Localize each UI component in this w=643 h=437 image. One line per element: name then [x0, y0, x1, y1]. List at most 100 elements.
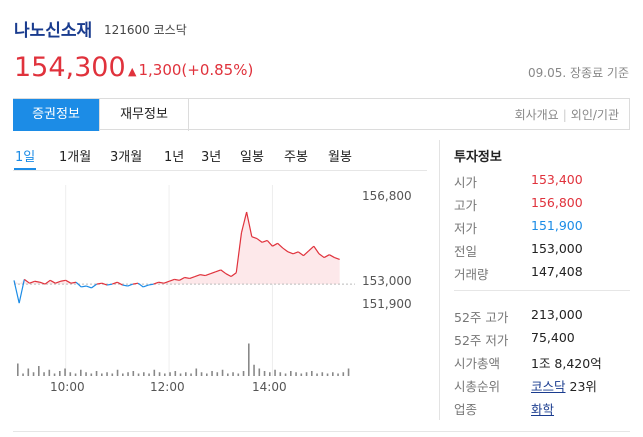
price-segment — [220, 269, 227, 275]
current-price: 154,300 — [14, 52, 126, 83]
volume-bar — [311, 371, 313, 376]
volume-bar — [101, 373, 103, 376]
price-segment — [34, 280, 40, 283]
volume-bar — [95, 371, 98, 376]
tab-securities-info[interactable]: 증권정보 — [13, 99, 99, 131]
info-value: 153,400 — [531, 172, 583, 187]
info-value: 153,000 — [531, 241, 583, 256]
volume-bar — [185, 372, 187, 376]
y-tick-prev: 153,000 — [362, 274, 412, 288]
price-segment — [96, 282, 102, 285]
price-segment — [122, 284, 128, 287]
x-tick-12: 12:00 — [150, 380, 185, 394]
volume-bar — [300, 373, 303, 376]
info-label: 전일 — [454, 244, 478, 259]
price-segment — [189, 275, 196, 279]
info-label: 52주 저가 — [454, 333, 509, 348]
price-segment — [230, 272, 237, 278]
period-3m[interactable]: 3개월 — [110, 150, 143, 165]
stock-name[interactable]: 나노신소재 — [14, 21, 93, 41]
volume-bar — [148, 373, 150, 376]
price-segment — [101, 282, 108, 286]
price-segment — [44, 279, 51, 285]
volume-bar — [221, 369, 224, 376]
panel-divider — [439, 140, 440, 420]
volume-bar — [190, 373, 192, 376]
price-segment — [225, 273, 232, 278]
price-segment — [60, 279, 66, 282]
market-link[interactable]: 코스닥 — [531, 379, 566, 394]
period-3y[interactable]: 3년 — [201, 150, 222, 165]
price-segment — [318, 253, 325, 259]
volume-bar — [59, 371, 61, 376]
volume-bar — [269, 372, 271, 376]
price-segment — [272, 242, 278, 247]
info-label: 거래량 — [454, 267, 489, 282]
info-row-high: 고가 156,800 — [454, 195, 634, 215]
volume-bar — [253, 364, 255, 376]
info-row-open: 시가 153,400 — [454, 172, 634, 192]
volume-bar — [284, 373, 287, 376]
price-area-fill — [14, 212, 340, 285]
volume-bar — [332, 372, 334, 376]
volume-bar — [227, 373, 229, 376]
foreign-institution-link[interactable]: 외인/기관 — [570, 108, 619, 122]
info-row-52w-high: 52주 고가 213,000 — [454, 307, 634, 327]
price-segment — [235, 232, 243, 273]
price-segment — [148, 283, 154, 286]
volume-bar — [263, 371, 266, 376]
price-segment — [256, 238, 263, 243]
price-change: ▲ 1,300(+0.85%) — [128, 61, 253, 79]
volume-bar — [80, 369, 82, 376]
info-divider — [454, 290, 630, 291]
period-monthly-candle[interactable]: 월봉 — [328, 150, 352, 165]
price-segment — [70, 281, 77, 284]
volume-bar — [38, 366, 40, 376]
info-label: 52주 고가 — [454, 310, 509, 325]
tab-bar: 증권정보 재무정보 회사개요 | 외인/기관 — [13, 98, 630, 131]
price-segment — [210, 271, 216, 275]
price-segment — [184, 276, 190, 280]
company-overview-link[interactable]: 회사개요 — [514, 108, 559, 122]
volume-bar — [122, 373, 124, 376]
volume-bar — [43, 372, 45, 376]
investment-info-title: 투자정보 — [454, 150, 502, 165]
price-segment — [308, 245, 315, 252]
price-segment — [168, 278, 175, 282]
period-1m[interactable]: 1개월 — [59, 150, 92, 165]
volume-bar — [179, 373, 182, 376]
info-label: 업종 — [454, 402, 478, 417]
period-daily-candle[interactable]: 일봉 — [240, 150, 264, 165]
volume-bar — [342, 372, 345, 376]
price-change-value: 1,300(+0.85%) — [138, 61, 254, 79]
stock-market: 코스닥 — [153, 23, 187, 37]
price-segment — [261, 239, 268, 243]
info-value: 75,400 — [531, 330, 575, 345]
volume-bar — [64, 368, 66, 376]
price-segment — [106, 283, 113, 286]
period-1d[interactable]: 1일 — [15, 150, 36, 165]
price-segment — [313, 245, 320, 255]
volume-bar — [153, 369, 156, 376]
volume-bar — [206, 373, 208, 376]
period-1y[interactable]: 1년 — [164, 150, 185, 165]
info-value: 코스닥 23위 — [531, 376, 597, 395]
price-segment — [65, 279, 72, 284]
volume-bar — [200, 372, 203, 376]
volume-bar — [174, 371, 177, 376]
info-row-52w-low: 52주 저가 75,400 — [454, 330, 634, 350]
volume-bar — [111, 373, 114, 376]
volume-bar — [127, 372, 129, 376]
link-separator: | — [562, 108, 567, 122]
price-segment — [91, 283, 98, 289]
volume-bar — [232, 372, 234, 376]
tab-financial-info[interactable]: 재무정보 — [99, 99, 189, 131]
industry-link[interactable]: 화학 — [531, 402, 555, 417]
info-row-low: 저가 151,900 — [454, 218, 634, 238]
period-weekly-candle[interactable]: 주봉 — [284, 150, 308, 165]
price-segment — [132, 282, 139, 285]
volume-bar — [85, 372, 87, 376]
price-segment — [246, 211, 253, 237]
price-segment — [174, 278, 180, 281]
